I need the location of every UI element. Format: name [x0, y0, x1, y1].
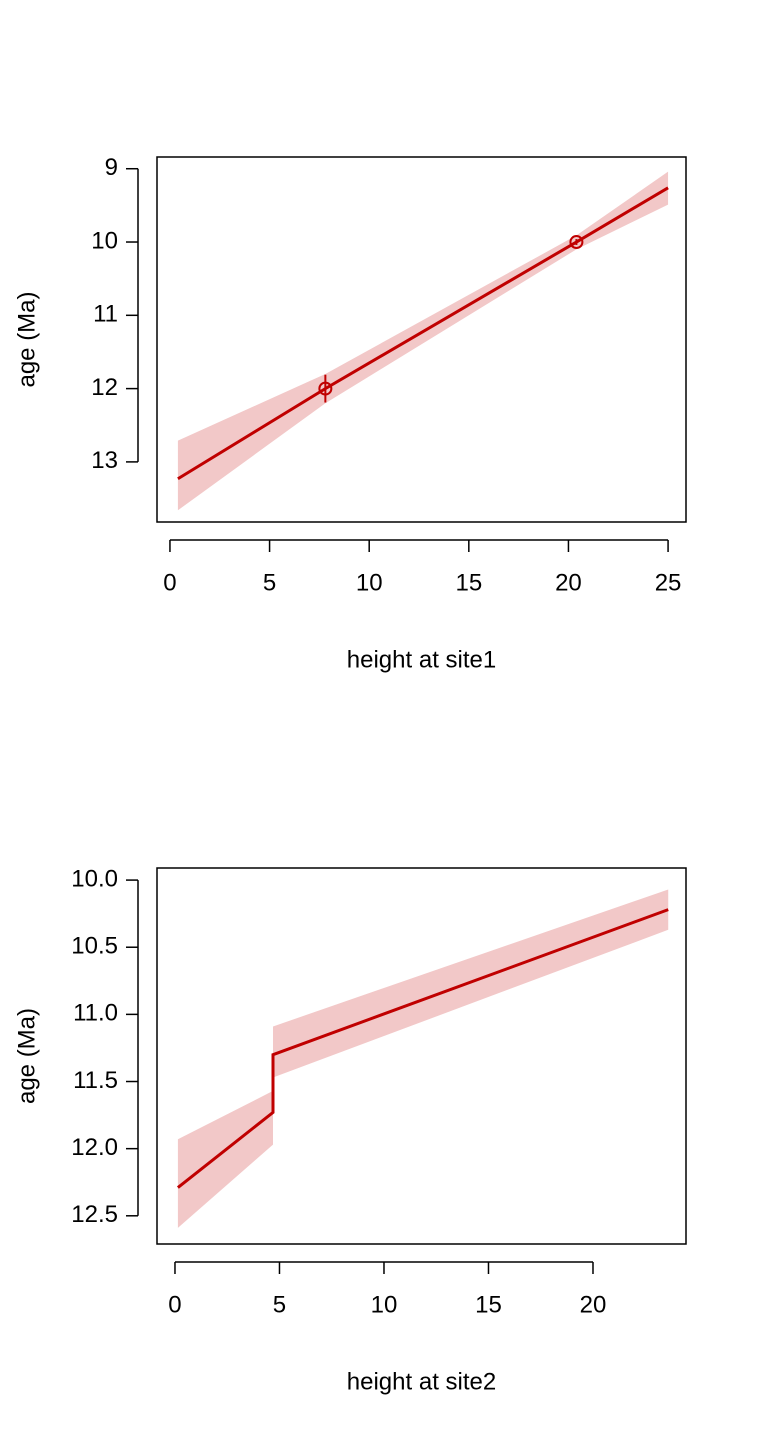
y-tick-label: 9 — [105, 154, 118, 181]
y-tick-label: 11.5 — [73, 1067, 118, 1094]
line — [176, 908, 669, 1189]
y-tick-label: 12.0 — [71, 1134, 118, 1161]
y-tick-label: 13 — [91, 447, 118, 474]
confidence-band — [177, 171, 669, 511]
x-tick-label: 20 — [555, 569, 582, 596]
x-tick-label: 10 — [371, 1291, 398, 1318]
y-tick-label: 10 — [91, 227, 118, 254]
x-tick-label: 0 — [163, 569, 176, 596]
plot-frame — [156, 867, 687, 1245]
confidence-band — [177, 889, 669, 1228]
x-tick-label: 5 — [263, 569, 276, 596]
y-tick-label: 12.5 — [71, 1201, 118, 1228]
x-tick-label: 15 — [475, 1291, 502, 1318]
x-tick-label: 5 — [273, 1291, 286, 1318]
x-axis-label: height at site1 — [347, 646, 496, 673]
y-axis-label: age (Ma) — [13, 1008, 40, 1104]
point — [318, 381, 333, 396]
line — [177, 186, 669, 481]
x-axis-label: height at site2 — [347, 1368, 496, 1395]
x-tick-label: 0 — [168, 1291, 181, 1318]
y-tick-label: 11.0 — [73, 1000, 118, 1027]
point — [569, 235, 584, 250]
x-tick-label: 20 — [580, 1291, 607, 1318]
y-tick-label: 10.0 — [71, 865, 118, 892]
y-tick-label: 11 — [93, 301, 118, 328]
y-tick-label: 12 — [91, 374, 118, 401]
y-tick-label: 10.5 — [71, 933, 118, 960]
x-tick-label: 25 — [655, 569, 682, 596]
y-axis-label: age (Ma) — [13, 291, 40, 387]
x-tick-label: 10 — [356, 569, 383, 596]
x-tick-label: 15 — [455, 569, 482, 596]
plot-frame — [156, 156, 687, 523]
